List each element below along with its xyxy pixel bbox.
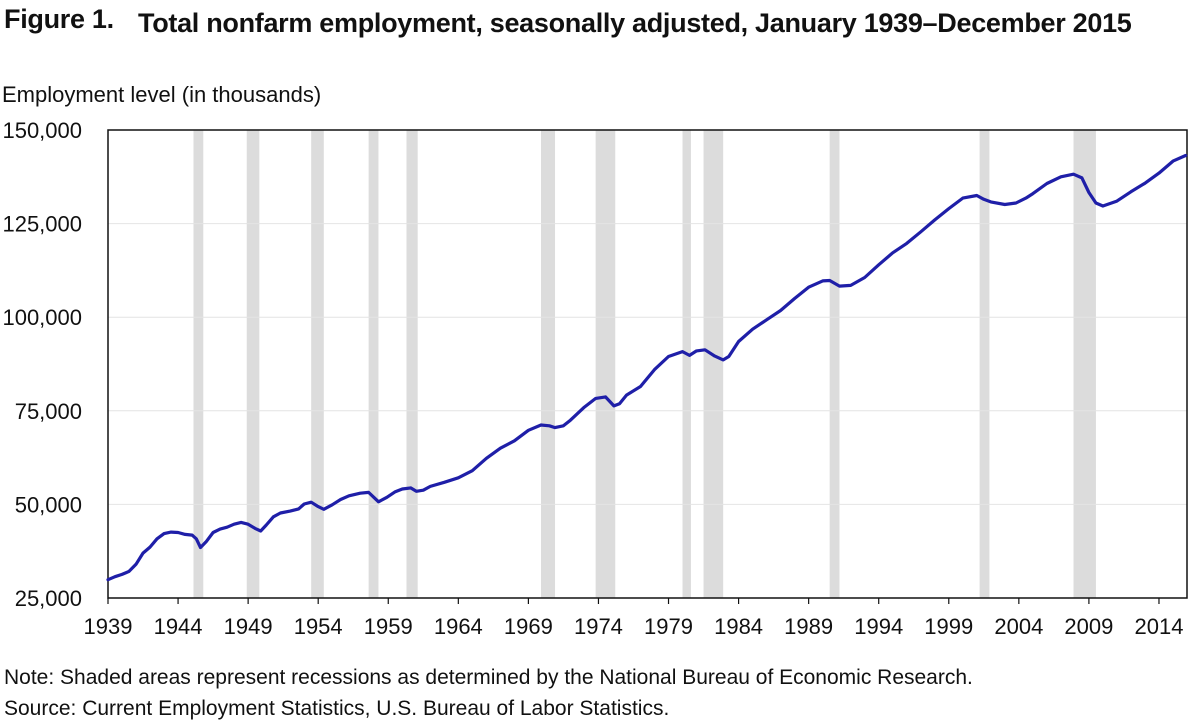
note-text: Note: Shaded areas represent recessions … (4, 666, 973, 689)
x-axis-ticks: 1939 1944 1949 1954 1959 1964 1969 1974 1979 1984… (84, 598, 1183, 639)
y-tick-label: 25,000 (15, 586, 82, 611)
x-tick-label: 2009 (1064, 614, 1113, 639)
y-tick-label: 150,000 (2, 118, 82, 143)
x-tick-label: 1964 (434, 614, 483, 639)
x-tick-label: 1954 (294, 614, 343, 639)
figure-title: Total nonfarm employment, seasonally adj… (138, 8, 1132, 38)
y-tick-label: 75,000 (15, 399, 82, 424)
x-tick-label: 1969 (504, 614, 553, 639)
recession-band (979, 130, 990, 598)
recession-band (193, 130, 204, 598)
employment-line (106, 153, 1188, 582)
x-tick-label: 1989 (784, 614, 833, 639)
x-tick-label: 1984 (714, 614, 763, 639)
recession-band (703, 130, 724, 598)
recession-band (682, 130, 691, 598)
x-tick-label: 1939 (84, 614, 133, 639)
recession-band (595, 130, 616, 598)
recession-bands (193, 130, 1096, 598)
x-tick-label: 2014 (1134, 614, 1183, 639)
x-tick-label: 2004 (994, 614, 1043, 639)
y-tick-label: 50,000 (15, 492, 82, 517)
figure-number: Figure 1. (4, 4, 114, 34)
x-tick-label: 1944 (154, 614, 203, 639)
x-tick-label: 1994 (854, 614, 903, 639)
y-tick-label: 125,000 (2, 212, 82, 237)
recession-band (311, 130, 324, 598)
recession-band (406, 130, 418, 598)
series-line (106, 153, 1188, 582)
recession-band (368, 130, 379, 598)
x-tick-label: 1959 (364, 614, 413, 639)
chart-footnotes: Note: Shaded areas represent recessions … (4, 662, 973, 724)
gridlines (108, 223, 1187, 505)
recession-band (829, 130, 840, 598)
x-tick-label: 1974 (574, 614, 623, 639)
plot-frame (107, 129, 1188, 599)
source-text: Source: Current Employment Statistics, U… (4, 697, 670, 720)
y-axis-ticks: 25,000 50,000 75,000 100,000 125,000 150,000 (2, 118, 82, 611)
recession-band (1073, 130, 1096, 598)
recession-band (541, 130, 556, 598)
y-axis-label: Employment level (in thousands) (2, 82, 322, 107)
x-tick-label: 1999 (924, 614, 973, 639)
recession-band (246, 130, 260, 598)
x-tick-label: 1949 (224, 614, 273, 639)
y-tick-label: 100,000 (2, 305, 82, 330)
x-tick-label: 1979 (644, 614, 693, 639)
